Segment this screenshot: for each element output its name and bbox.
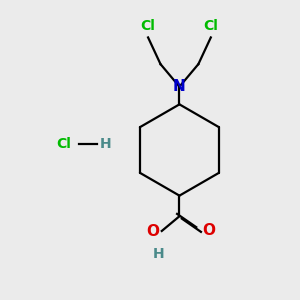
Text: O: O <box>202 224 215 238</box>
Text: H: H <box>153 247 165 261</box>
Text: Cl: Cl <box>203 19 218 33</box>
Text: Cl: Cl <box>141 19 155 33</box>
Text: Cl: Cl <box>56 137 71 151</box>
Text: H: H <box>100 137 112 151</box>
Text: N: N <box>173 79 186 94</box>
Text: O: O <box>146 224 159 239</box>
